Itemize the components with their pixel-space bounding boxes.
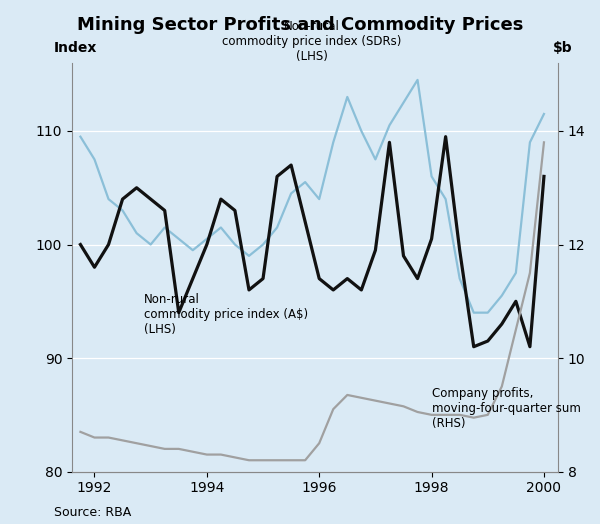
Text: Non-rural
commodity price index (SDRs)
(LHS): Non-rural commodity price index (SDRs) (… — [223, 20, 401, 63]
Text: Non-rural
commodity price index (A$)
(LHS): Non-rural commodity price index (A$) (LH… — [144, 293, 308, 336]
Text: Mining Sector Profits and Commodity Prices: Mining Sector Profits and Commodity Pric… — [77, 16, 523, 34]
Text: $b: $b — [553, 41, 573, 55]
Text: Index: Index — [54, 41, 97, 55]
Text: Company profits,
moving-four-quarter sum
(RHS): Company profits, moving-four-quarter sum… — [432, 387, 581, 430]
Text: Source: RBA: Source: RBA — [54, 506, 131, 519]
